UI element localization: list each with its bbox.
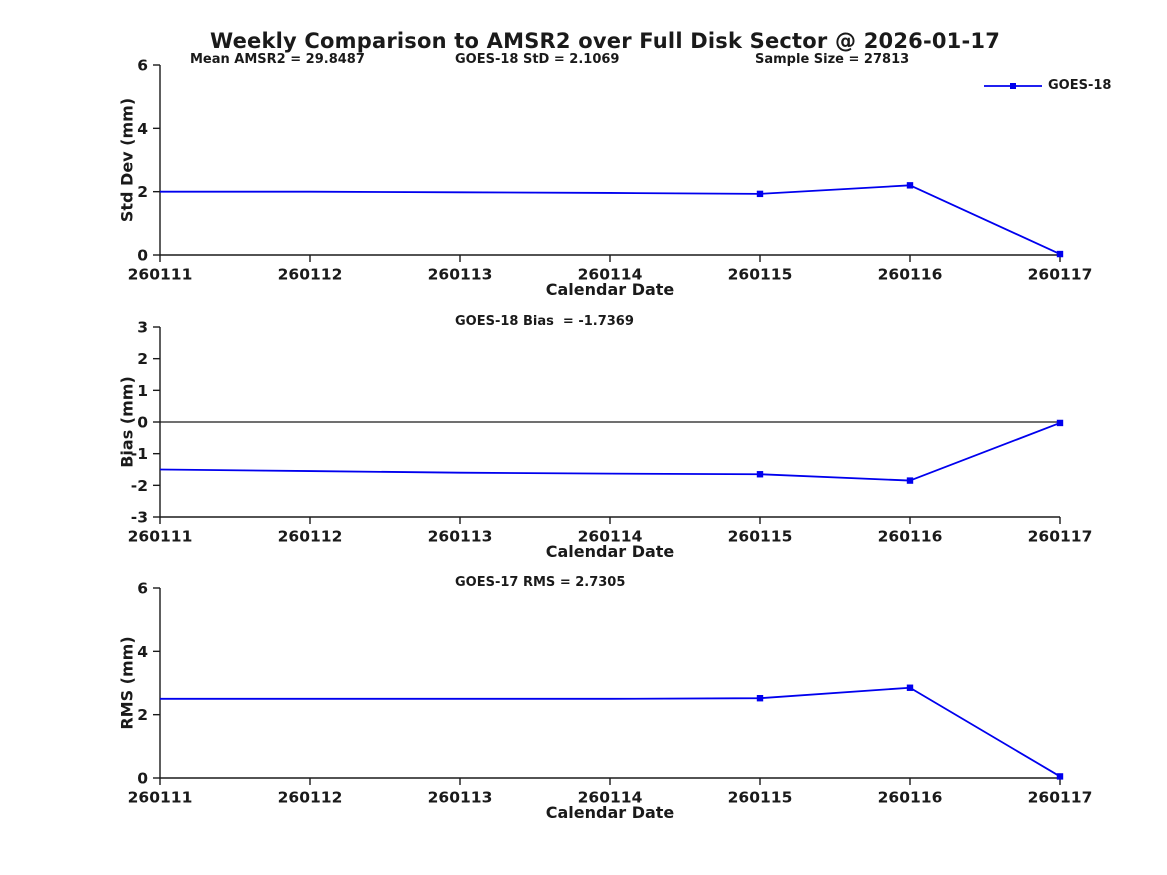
svg-text:260115: 260115 bbox=[728, 527, 793, 545]
legend: GOES-18 bbox=[984, 78, 1111, 93]
x-axis-label-rms: Calendar Date bbox=[545, 803, 675, 822]
svg-text:-1: -1 bbox=[131, 445, 148, 463]
svg-text:260112: 260112 bbox=[278, 788, 343, 806]
svg-text:-3: -3 bbox=[131, 508, 148, 526]
svg-text:260113: 260113 bbox=[428, 788, 493, 806]
svg-text:260114: 260114 bbox=[578, 265, 643, 283]
svg-text:6: 6 bbox=[137, 56, 148, 74]
svg-text:1: 1 bbox=[137, 382, 148, 400]
subplot-bias: GOES-18 Bias = -1.7369 Bias (mm) -3 -2 -1 0… bbox=[0, 302, 1167, 567]
svg-text:260112: 260112 bbox=[278, 265, 343, 283]
bias-plot-canvas: -3 -2 -1 0 1 2 3 260111 260112 260113 260114 260115… bbox=[128, 318, 1093, 545]
svg-text:260116: 260116 bbox=[878, 265, 943, 283]
svg-text:260115: 260115 bbox=[728, 265, 793, 283]
figure-title: Weekly Comparison to AMSR2 over Full Dis… bbox=[209, 29, 1001, 53]
x-axis-label-std-dev: Calendar Date bbox=[545, 280, 675, 299]
svg-text:260113: 260113 bbox=[428, 527, 493, 545]
legend-label: GOES-18 bbox=[1048, 78, 1112, 93]
x-axis-label-bias: Calendar Date bbox=[545, 542, 675, 561]
svg-text:260115: 260115 bbox=[728, 788, 793, 806]
annotation-goes18-std: GOES-18 StD = 2.1069 bbox=[455, 52, 620, 67]
svg-text:6: 6 bbox=[137, 579, 148, 597]
svg-text:260117: 260117 bbox=[1028, 788, 1093, 806]
svg-text:0: 0 bbox=[137, 769, 148, 787]
subplot-rms: GOES-17 RMS = 2.7305 RMS (mm) 0 2 4 6 260111… bbox=[0, 563, 1167, 833]
rms-plot-canvas: 0 2 4 6 260111 260112 260113 260114 260115 260116… bbox=[128, 579, 1093, 806]
svg-text:260116: 260116 bbox=[878, 788, 943, 806]
annotation-goes18-bias: GOES-18 Bias = -1.7369 bbox=[455, 314, 634, 329]
annotation-sample-size: Sample Size = 27813 bbox=[755, 52, 910, 67]
subplot-std-dev: Mean AMSR2 = 29.8487 GOES-18 StD = 2.106… bbox=[0, 40, 1167, 305]
svg-text:4: 4 bbox=[137, 643, 148, 661]
svg-text:3: 3 bbox=[137, 318, 148, 336]
svg-text:260111: 260111 bbox=[128, 527, 193, 545]
std-dev-plot-canvas: 0 2 4 6 260111 260112 260113 260114 260115 260116… bbox=[128, 56, 1093, 283]
svg-text:2: 2 bbox=[137, 183, 148, 201]
svg-text:260117: 260117 bbox=[1028, 527, 1093, 545]
svg-text:2: 2 bbox=[137, 706, 148, 724]
annotation-mean-amsr2: Mean AMSR2 = 29.8487 bbox=[190, 52, 365, 67]
svg-text:260117: 260117 bbox=[1028, 265, 1093, 283]
svg-text:0: 0 bbox=[137, 246, 148, 264]
svg-text:260112: 260112 bbox=[278, 527, 343, 545]
svg-text:4: 4 bbox=[137, 120, 148, 138]
annotation-goes17-rms: GOES-17 RMS = 2.7305 bbox=[455, 575, 626, 590]
svg-text:260116: 260116 bbox=[878, 527, 943, 545]
svg-text:260111: 260111 bbox=[128, 788, 193, 806]
svg-text:2: 2 bbox=[137, 350, 148, 368]
legend-line-icon bbox=[984, 82, 1042, 89]
svg-text:0: 0 bbox=[137, 413, 148, 431]
svg-text:260111: 260111 bbox=[128, 265, 193, 283]
svg-text:260113: 260113 bbox=[428, 265, 493, 283]
svg-text:-2: -2 bbox=[131, 477, 148, 495]
svg-text:260114: 260114 bbox=[578, 788, 643, 806]
svg-text:260114: 260114 bbox=[578, 527, 643, 545]
